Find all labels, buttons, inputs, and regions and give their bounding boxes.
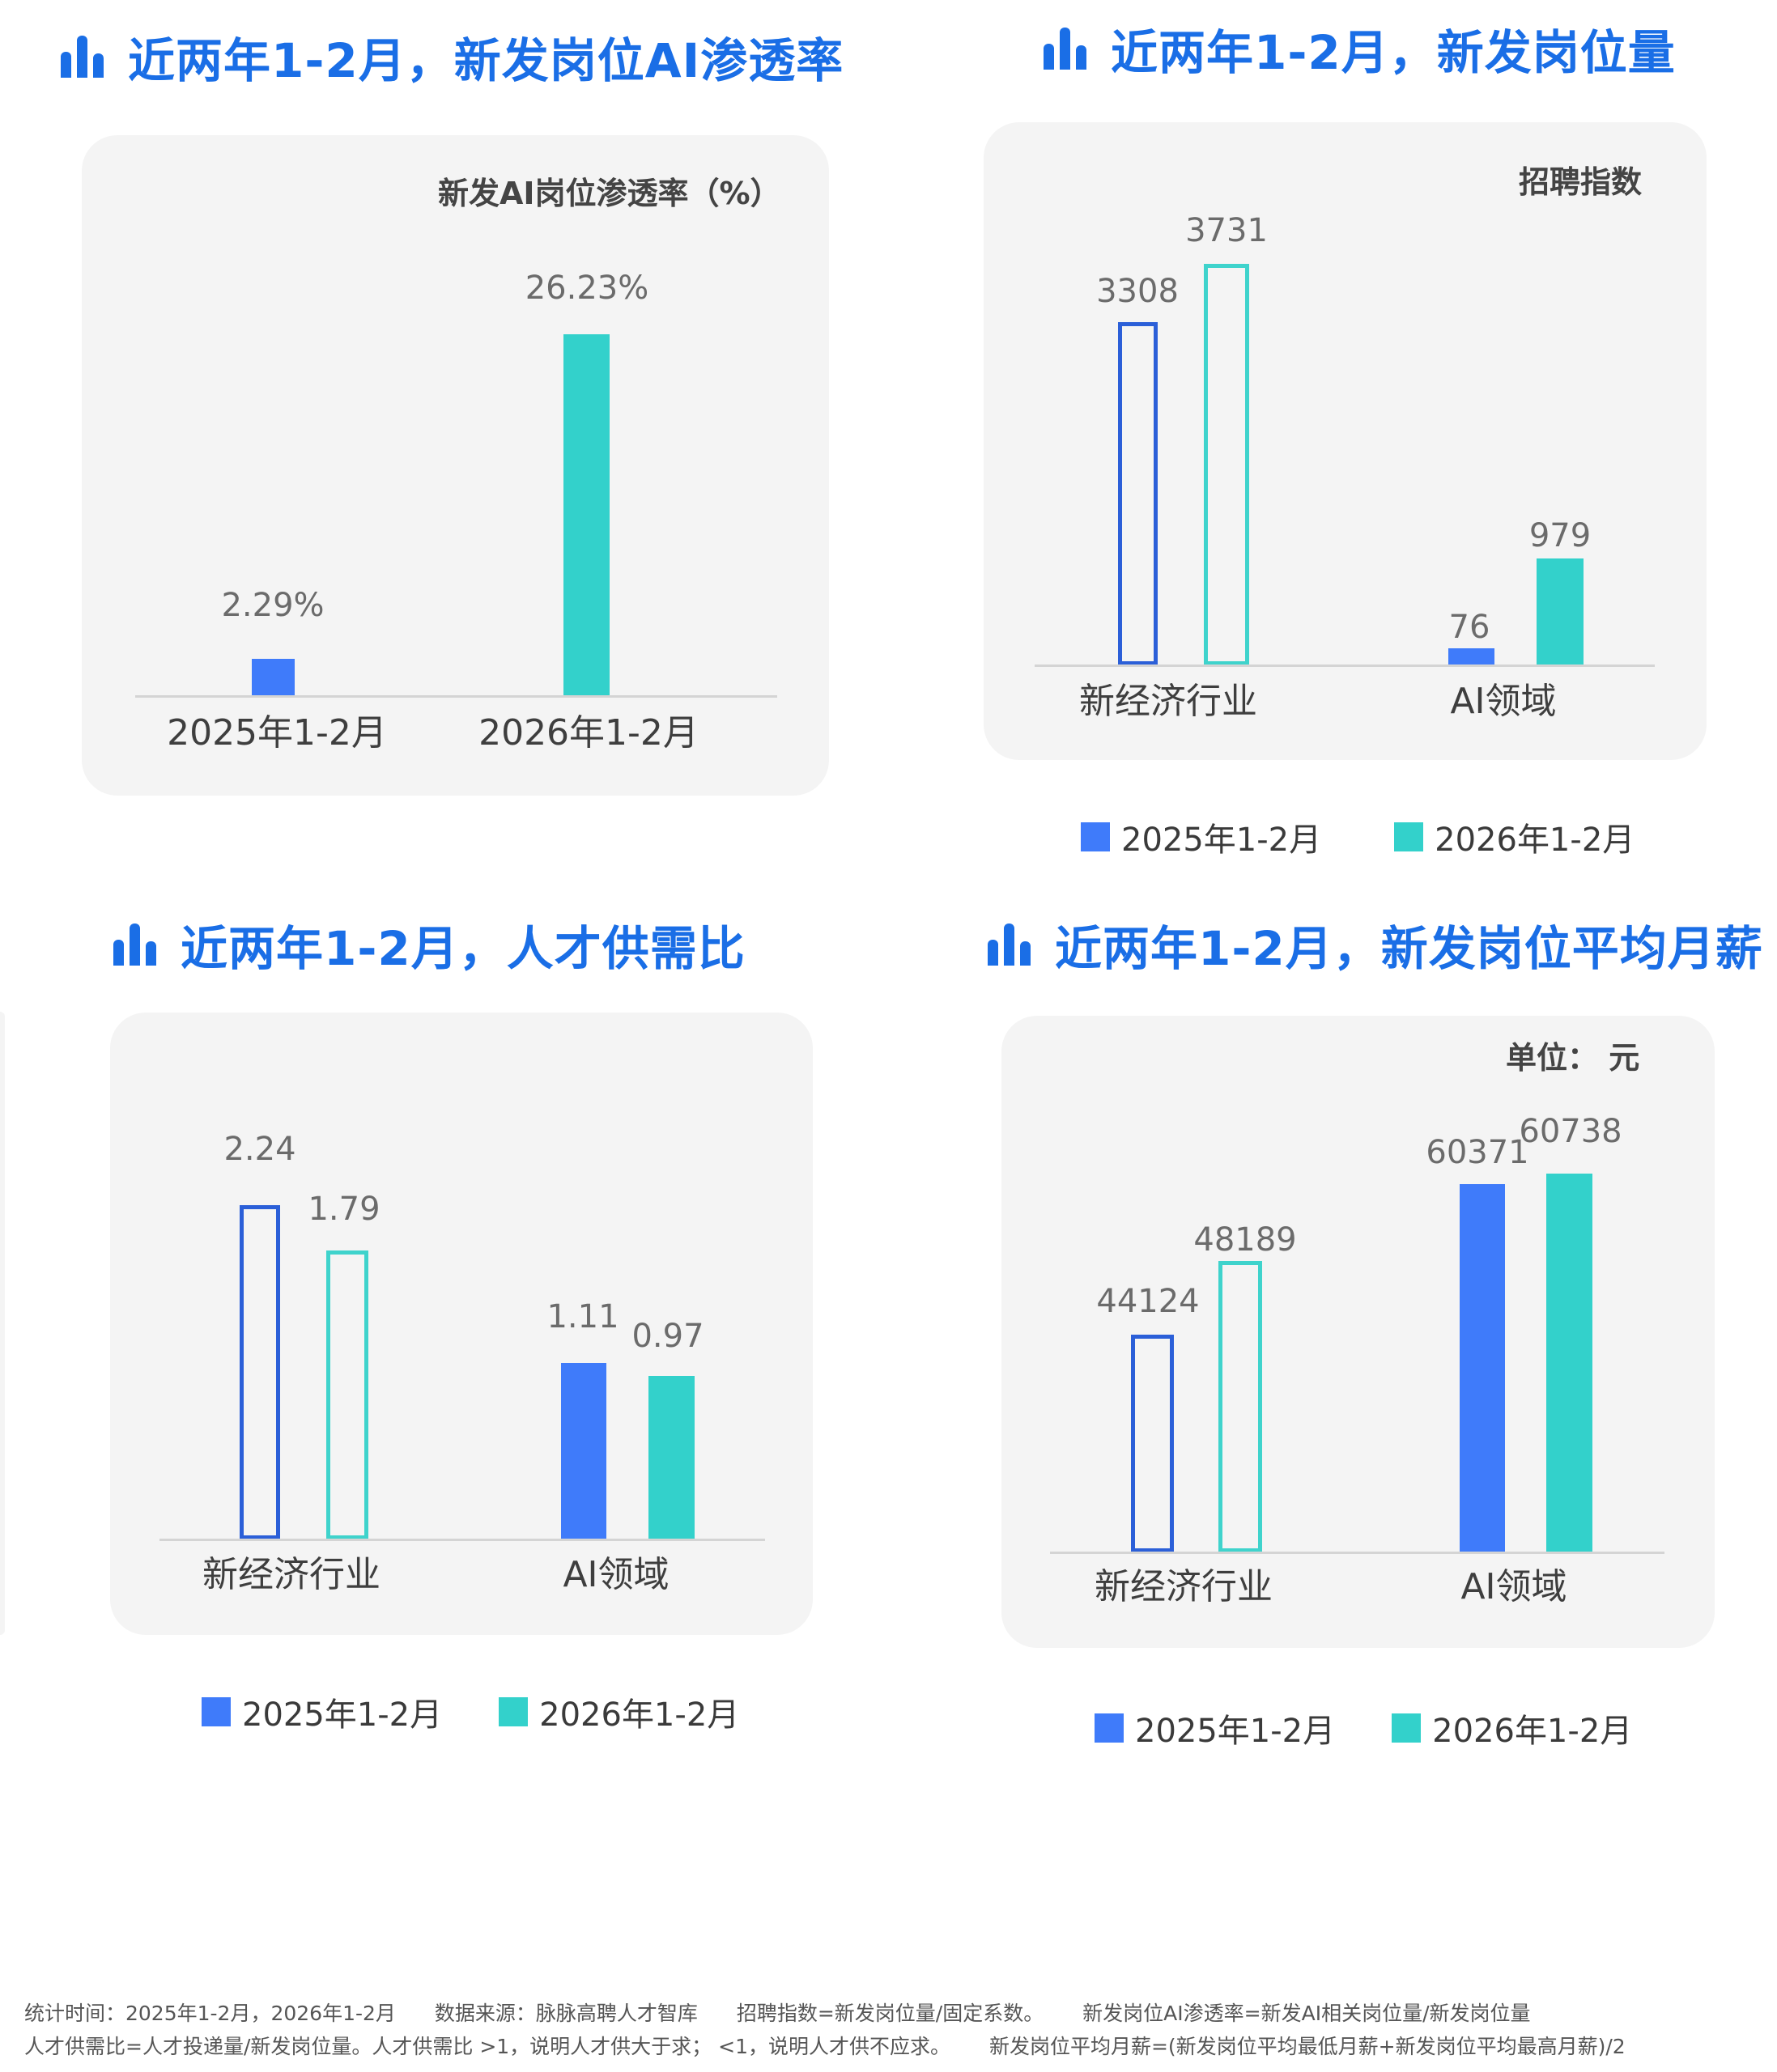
x-axis-line [1035,664,1655,667]
chart-unit-label: 单位： 元 [1506,1040,1640,1076]
chart-unit-label: 招聘指数 [1519,164,1643,200]
legend-swatch-2026 [1394,822,1424,851]
bar-ai-2025 [1460,1184,1505,1552]
legend-item-2026: 2026年1-2月 [1392,1705,1632,1751]
bar-value-label: 48189 [1193,1221,1297,1259]
bar-new-economy-2026 [1204,264,1249,665]
panel-title: 近两年1-2月，新发岗位量 [1044,15,1676,83]
bar-value-label: 2.29% [221,587,325,624]
legend-item-2026: 2026年1-2月 [499,1688,739,1735]
legend-swatch-2026 [499,1697,529,1726]
footer-notes-line-2: 人才供需比=人才投递量/新发岗位量。人才供需比 >1，说明人才供大于求； <1，… [24,2031,1658,2060]
legend-label: 2025年1-2月 [242,1696,443,1734]
footnote-recruit-index: 招聘指数=新发岗位量/固定系数。 [736,2002,1044,2025]
bar-ai-2026 [1537,558,1584,665]
footer-notes-line-1: 统计时间：2025年1-2月，2026年1-2月 数据来源：脉脉高聘人才智库 招… [24,1998,1563,2027]
left-edge-card-fragment [0,1012,5,1635]
footnote-data-source: 数据来源：脉脉高聘人才智库 [434,2002,698,2025]
legend-item-2026: 2026年1-2月 [1394,813,1635,860]
bar-ai-2025 [1448,648,1494,665]
bar-value-label: 60371 [1426,1134,1529,1171]
chart-unit-label: 新发AI岗位渗透率（%） [438,176,781,211]
x-axis-line [135,695,777,698]
legend-swatch-2025 [1081,822,1110,851]
bar-value-label: 60738 [1519,1113,1622,1150]
footnote-ai-penetration: 新发岗位AI渗透率=新发AI相关岗位量/新发岗位量 [1082,2002,1531,2025]
panel-title-text: 近两年1-2月，新发岗位AI渗透率 [128,33,844,88]
bar-new-economy-2026 [326,1250,368,1539]
bar-new-economy-2025 [240,1205,280,1539]
bar-value-label: 2.24 [223,1131,296,1168]
bar-new-economy-2025 [1131,1335,1174,1552]
bar-chart-icon [1044,28,1086,70]
bar-value-label: 44124 [1096,1283,1200,1320]
legend-item-2025: 2025年1-2月 [202,1688,442,1735]
bar-chart-icon [988,923,1031,966]
legend-label: 2026年1-2月 [1435,822,1635,859]
chart-card [82,135,829,796]
chart-card [110,1013,813,1635]
bar-value-label: 3731 [1185,212,1268,249]
chart-legend: 2025年1-2月 2026年1-2月 [1081,813,1635,860]
bar-value-label: 26.23% [525,270,649,307]
bar-value-label: 1.11 [546,1298,619,1335]
x-axis-category: AI领域 [1460,1566,1567,1607]
x-axis-line [1050,1552,1664,1554]
bar-ai-2026 [648,1376,695,1539]
x-axis-category: 2025年1-2月 [167,712,387,754]
legend-label: 2025年1-2月 [1121,822,1322,859]
bar-ai-2025 [561,1363,606,1539]
bar-new-economy-2025 [1118,322,1158,665]
legend-item-2025: 2025年1-2月 [1095,1705,1335,1751]
bar-2026 [563,334,610,696]
bar-value-label: 3308 [1096,273,1179,310]
legend-swatch-2026 [1392,1713,1422,1743]
footnote-stat-period: 统计时间：2025年1-2月，2026年1-2月 [24,2002,396,2025]
panel-title-text: 近两年1-2月，新发岗位量 [1111,25,1676,80]
x-axis-category: 新经济行业 [1079,681,1257,722]
chart-legend: 2025年1-2月 2026年1-2月 [1095,1705,1632,1751]
panel-title-text: 近两年1-2月，新发岗位平均月薪 [1055,921,1763,976]
footnote-average-salary: 新发岗位平均月薪=(新发岗位平均最低月薪+新发岗位平均最高月薪)/2 [988,2035,1626,2058]
bar-ai-2026 [1546,1174,1592,1552]
legend-label: 2025年1-2月 [1135,1713,1336,1750]
legend-swatch-2025 [1095,1713,1124,1743]
bar-chart-icon [61,36,104,78]
panel-title: 近两年1-2月，人才供需比 [113,911,746,979]
legend-label: 2026年1-2月 [1432,1713,1633,1750]
panel-title: 近两年1-2月，新发岗位平均月薪 [988,911,1763,979]
bar-value-label: 1.79 [308,1191,380,1228]
footnote-supply-demand: 人才供需比=人才投递量/新发岗位量。人才供需比 >1，说明人才供大于求； <1，… [24,2035,950,2058]
x-axis-category: 2026年1-2月 [478,712,699,754]
bar-value-label: 76 [1448,609,1490,646]
x-axis-line [159,1539,765,1541]
bar-new-economy-2026 [1218,1261,1262,1552]
panel-title: 近两年1-2月，新发岗位AI渗透率 [61,23,844,91]
bar-value-label: 0.97 [631,1318,704,1355]
legend-label: 2026年1-2月 [539,1696,740,1734]
x-axis-category: 新经济行业 [1095,1566,1273,1607]
x-axis-category: 新经济行业 [202,1554,380,1595]
chart-card [1001,1016,1715,1648]
chart-legend: 2025年1-2月 2026年1-2月 [202,1688,739,1735]
chart-card [984,122,1707,760]
legend-item-2025: 2025年1-2月 [1081,813,1321,860]
bar-2025 [252,659,295,696]
bar-value-label: 979 [1528,517,1592,554]
x-axis-category: AI领域 [1450,681,1557,722]
bar-chart-icon [113,923,156,966]
panel-title-text: 近两年1-2月，人才供需比 [181,921,746,976]
x-axis-category: AI领域 [563,1554,670,1595]
legend-swatch-2025 [202,1697,231,1726]
